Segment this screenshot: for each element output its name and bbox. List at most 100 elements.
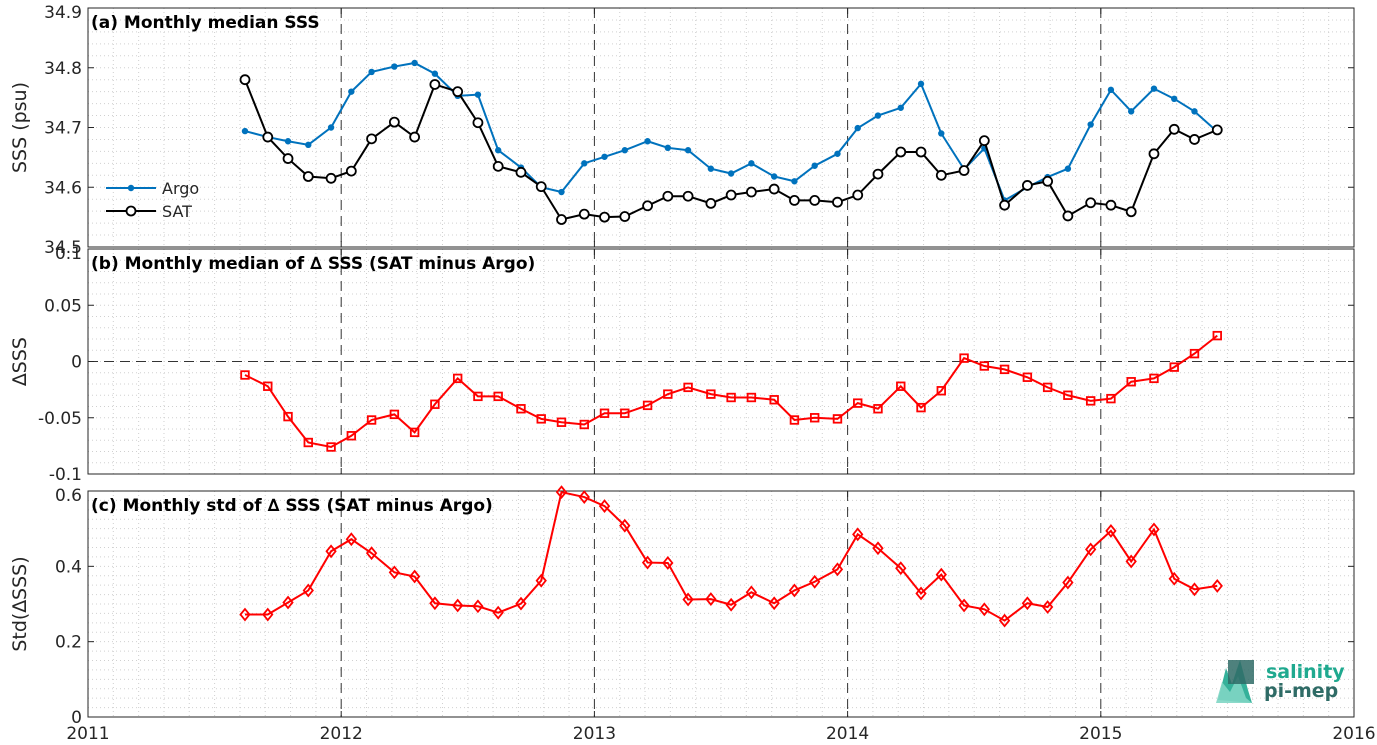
data-point <box>1148 148 1160 160</box>
data-point <box>599 408 610 418</box>
data-point <box>938 130 945 137</box>
y-tick-label: -0.1 <box>49 465 82 485</box>
data-point <box>916 402 926 413</box>
data-point <box>1150 85 1158 92</box>
data-point <box>915 146 927 158</box>
panel-title: (a) Monthly median SSS <box>91 13 320 33</box>
data-point <box>999 199 1010 211</box>
year-lines <box>340 8 1102 247</box>
data-point <box>346 431 357 441</box>
data-point <box>240 370 250 380</box>
x-tick-label: 2011 <box>66 724 109 744</box>
data-point <box>472 117 484 129</box>
data-point <box>431 70 439 77</box>
data-point <box>327 124 335 131</box>
data-point <box>1171 95 1178 103</box>
data-point <box>895 561 907 576</box>
data-point <box>493 391 503 402</box>
y-tick-label: 0 <box>71 353 82 373</box>
data-point <box>1041 600 1054 614</box>
data-point <box>852 527 864 542</box>
logo-text-salinity: salinity <box>1266 661 1345 683</box>
data-point <box>978 602 990 617</box>
data-point <box>619 211 631 222</box>
data-point <box>1105 199 1117 211</box>
data-point <box>619 518 631 533</box>
data-point <box>748 160 755 167</box>
data-point <box>409 427 420 438</box>
data-point <box>935 169 947 181</box>
data-point <box>325 544 337 559</box>
data-point <box>834 150 841 157</box>
data-point <box>706 389 716 399</box>
data-point <box>345 532 357 547</box>
series-delta <box>239 485 1223 628</box>
data-point <box>303 437 313 448</box>
data-point <box>1085 396 1096 406</box>
data-point <box>936 386 946 396</box>
series-line <box>244 334 1218 449</box>
data-point <box>769 395 779 405</box>
data-point <box>791 178 798 185</box>
logo-text-pi-mep: pi-mep <box>1264 680 1338 702</box>
data-point <box>1062 575 1074 590</box>
data-point <box>809 194 821 206</box>
data-point <box>895 146 907 158</box>
data-point <box>935 567 947 582</box>
data-point <box>1063 390 1073 400</box>
y-tick-label: 34.8 <box>44 59 82 79</box>
data-point <box>1149 373 1159 384</box>
data-point <box>348 88 355 95</box>
minor-grid <box>88 491 1354 717</box>
data-point <box>1085 197 1097 209</box>
data-point <box>302 583 314 598</box>
legend-label-argo: Argo <box>162 179 199 198</box>
x-tick-label: 2012 <box>320 724 363 744</box>
series-argo <box>241 59 1221 204</box>
data-point <box>389 409 400 420</box>
y-tick-label: 0.2 <box>55 633 82 653</box>
data-point <box>578 208 590 220</box>
y-tick-label: 34.9 <box>44 3 82 23</box>
data-point <box>365 546 378 561</box>
data-point <box>745 186 757 198</box>
data-point <box>302 171 314 182</box>
data-point <box>1125 206 1137 218</box>
data-point <box>1188 582 1201 597</box>
data-point <box>1189 134 1200 145</box>
data-point <box>1211 578 1223 593</box>
data-point <box>958 598 970 613</box>
logo-waves-front <box>1216 676 1252 703</box>
legend-label-sat: SAT <box>162 202 192 221</box>
year-lines <box>340 491 1102 717</box>
data-point <box>429 596 441 611</box>
data-point <box>682 592 694 607</box>
data-point <box>452 598 464 613</box>
minor-grid <box>88 8 1354 247</box>
series-line <box>244 490 1218 622</box>
data-point <box>555 485 568 500</box>
data-point <box>345 165 357 177</box>
data-point <box>832 196 843 208</box>
data-point <box>1189 348 1200 359</box>
data-point <box>789 194 800 206</box>
panel-c: 0 0.2 0.4 0.6 2011 2012 2013 2014 2015 2016 Std(∆S… <box>9 485 1376 744</box>
data-point <box>492 605 504 620</box>
data-point <box>263 381 273 391</box>
x-tick-label: 2016 <box>1332 724 1375 744</box>
data-point <box>1125 554 1137 569</box>
data-point <box>915 586 927 601</box>
data-point <box>366 415 377 425</box>
data-point <box>1107 86 1115 94</box>
data-point <box>282 153 294 164</box>
y-tick-label: 0.6 <box>55 486 82 506</box>
data-point <box>1191 108 1198 115</box>
data-point <box>745 585 758 600</box>
panel-title: (b) Monthly median of ∆ SSS (SAT minus A… <box>91 254 535 274</box>
data-point <box>917 80 925 88</box>
y-tick-label: -0.05 <box>38 409 82 429</box>
data-point <box>1105 524 1117 538</box>
data-point <box>1126 377 1136 387</box>
logo-block <box>1228 660 1254 684</box>
